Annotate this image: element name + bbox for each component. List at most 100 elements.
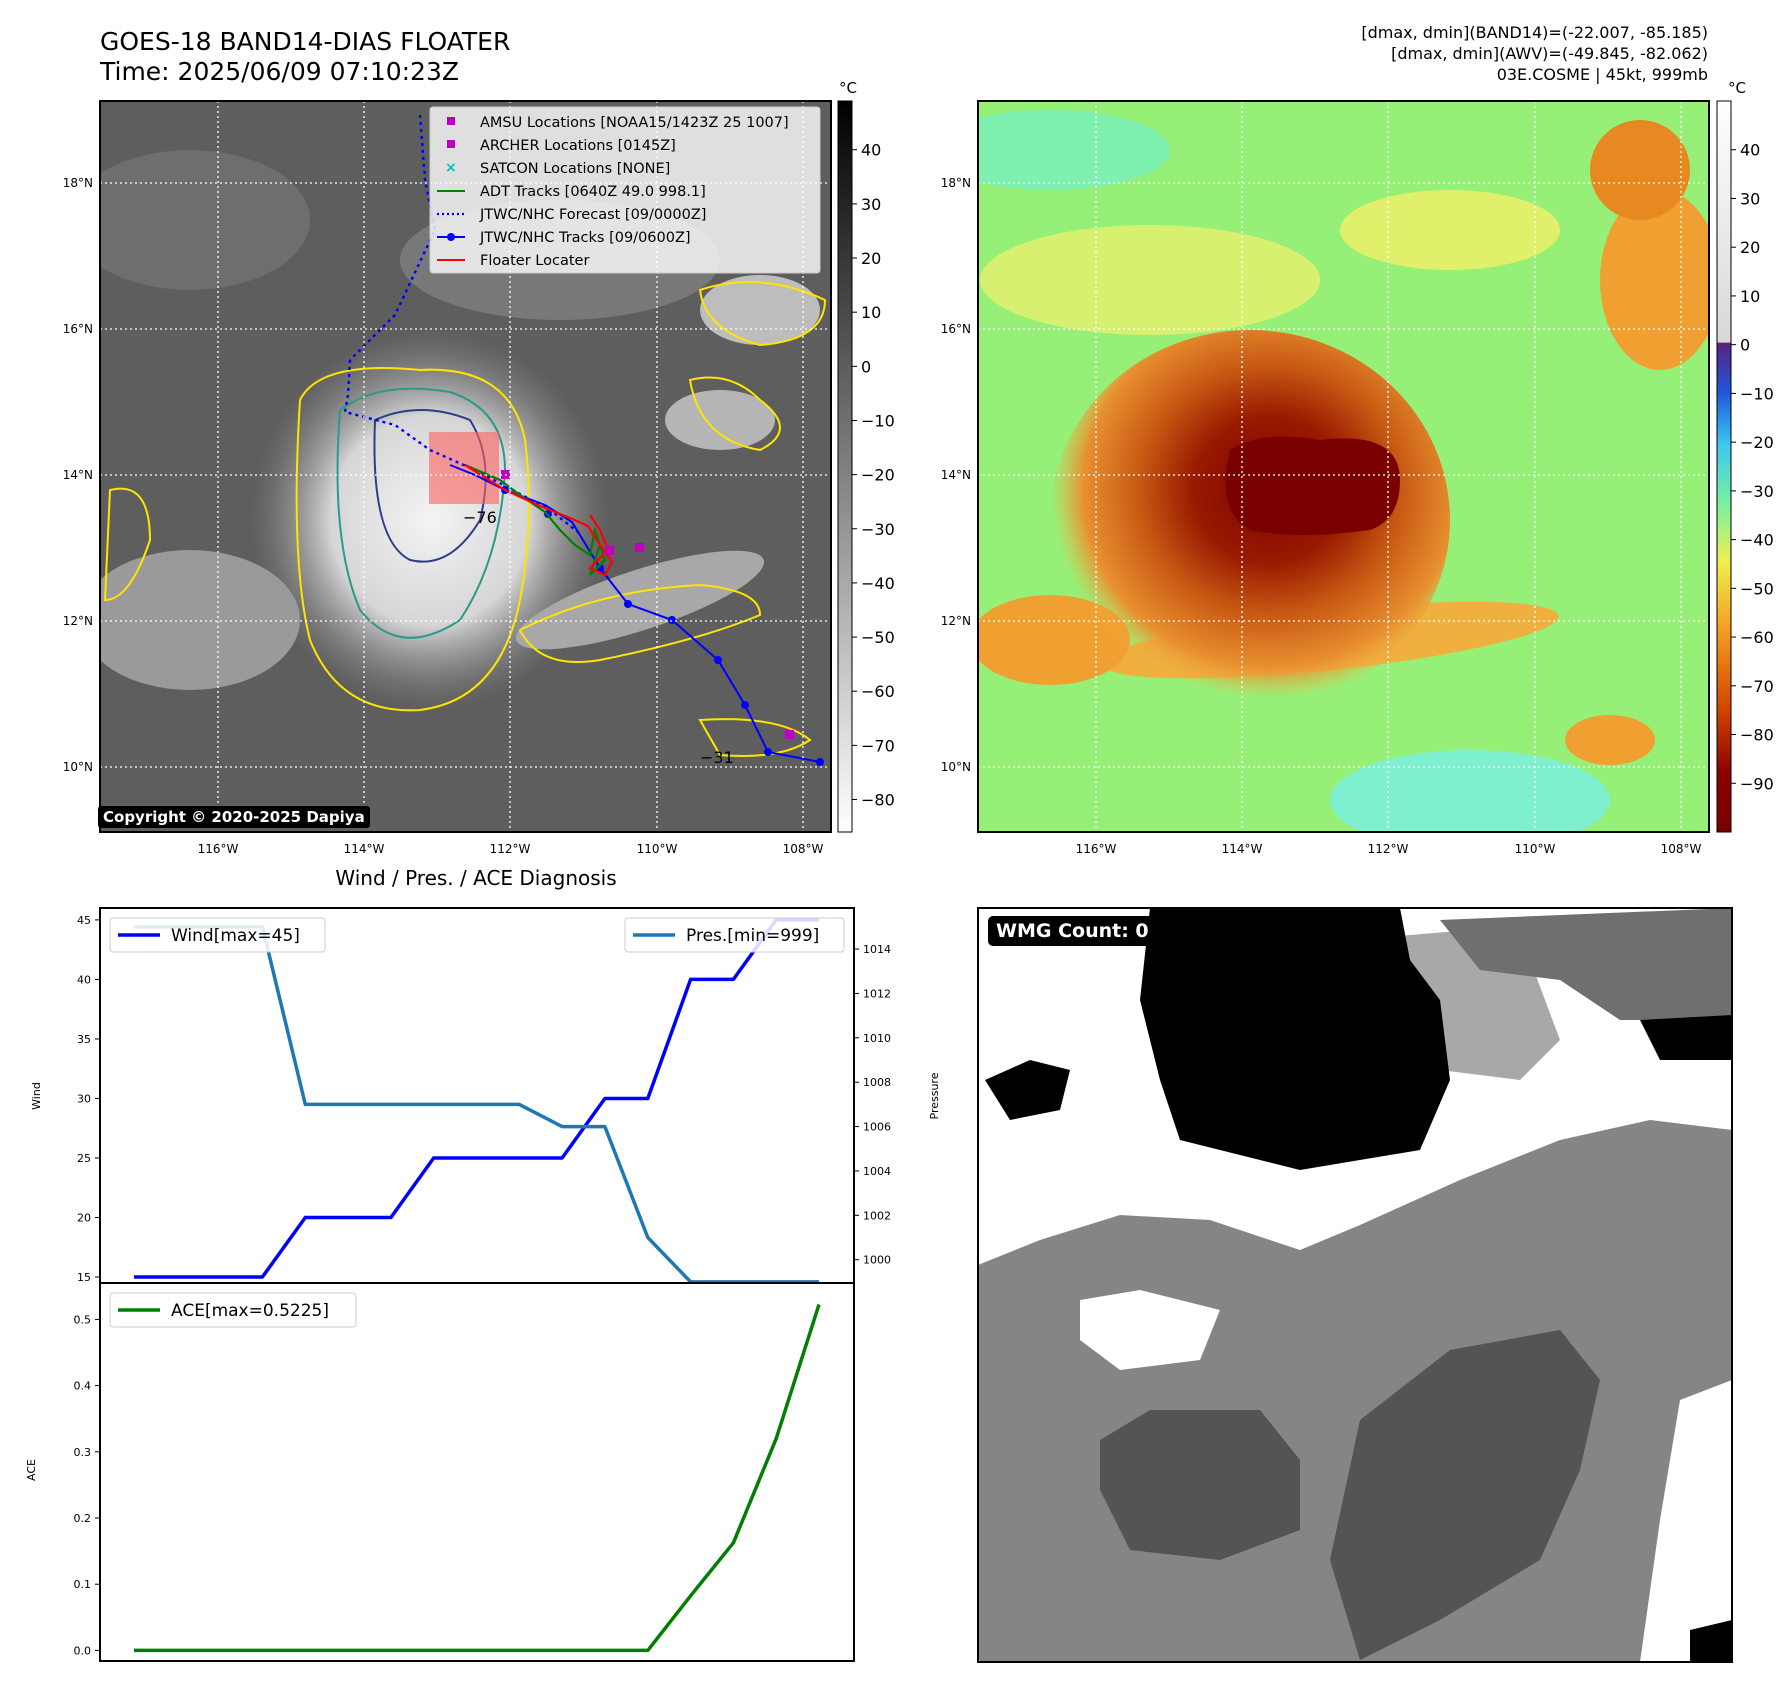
colorbar-tick-label: 0: [861, 357, 871, 376]
wind-legend-label: Wind[max=45]: [171, 926, 300, 946]
y-tick-label: 45: [77, 914, 91, 927]
ir-cloud-patch: [665, 390, 775, 450]
contour-yellow: [103, 487, 152, 602]
y-tick-label: 30: [77, 1092, 91, 1105]
colorbar-tick-label: −10: [1740, 384, 1774, 403]
lon-label: 108°W: [783, 842, 824, 856]
forecast-track: [349, 114, 437, 361]
colorbar-tick-label: −70: [1740, 677, 1774, 696]
y2-tick-label: 1002: [863, 1209, 891, 1222]
wind-chart-frame: [99, 907, 855, 1284]
ace-legend-label: ACE[max=0.5225]: [171, 1301, 329, 1321]
ir-map-frame: [99, 100, 832, 833]
contour-yellow: [698, 281, 827, 347]
awv-map-panel: 18°N 16°N 14°N 12°N 10°N 116°W 114°W 112…: [941, 100, 1710, 856]
awv-warm-region: [1600, 190, 1709, 370]
archer-legend-icon: [447, 140, 455, 148]
colorbar-tick-label: −20: [1740, 433, 1774, 452]
contour-teal: [336, 387, 507, 639]
pressure-legend: Pres.[min=999]: [624, 917, 845, 953]
awv-dry-band: [1340, 190, 1560, 270]
colorbar-tick-label: −90: [1740, 774, 1774, 793]
colorbar-tick-label: 0: [1740, 336, 1750, 355]
awv-moist-patch: [1330, 750, 1610, 832]
y-tick-label: 0.0: [74, 1644, 92, 1657]
info-dmax-awv: [dmax, dmin](AWV)=(-49.845, -82.062): [1391, 44, 1708, 63]
y-tick-label: 0.2: [74, 1512, 92, 1525]
ir-cloud-patch: [700, 275, 820, 345]
wmg-black-region: [1690, 1620, 1732, 1662]
lon-label: 114°W: [1222, 842, 1263, 856]
awv-colorbar-ticks: 40 30 20 10 0 −10 −20 −30 −40 −50 −60 −70 −80 −90: [1731, 141, 1774, 793]
wmg-darkgray-region: [1100, 1410, 1300, 1560]
amsu-marker: [785, 730, 794, 739]
adt-track: [464, 463, 607, 576]
awv-colorbar: °C 40 30 20 10 0 −10 −20 −30 −40 −50 −60 −70 −80 −90: [1716, 79, 1774, 833]
y2-tick-label: 1014: [863, 943, 891, 956]
contour-yellow: [518, 583, 762, 663]
y-tick-label: 20: [77, 1212, 91, 1225]
y-tick-label: 35: [77, 1033, 91, 1046]
colorbar-tick-label: −50: [1740, 579, 1774, 598]
info-dmax-band14: [dmax, dmin](BAND14)=(-22.007, -85.185): [1361, 23, 1708, 42]
lon-label: 110°W: [637, 842, 678, 856]
wmg-darkgray-region: [1330, 1330, 1600, 1660]
y-tick-label: 0.5: [74, 1313, 92, 1326]
wind-axis-ticks: 45 40 35 30 25 20 15: [77, 914, 100, 1284]
awv-rainband: [1565, 715, 1655, 765]
lon-label: 116°W: [1076, 842, 1117, 856]
pressure-axis-label: Pressure: [928, 1072, 941, 1119]
wmg-white-region: [1080, 1290, 1220, 1370]
lon-label: 114°W: [344, 842, 385, 856]
map-lat-labels-right: 18°N 16°N 14°N 12°N 10°N: [941, 176, 971, 774]
lat-label: 14°N: [63, 468, 93, 482]
colorbar-tick-label: −40: [1740, 531, 1774, 550]
colorbar-tick-label: −80: [1740, 726, 1774, 745]
colorbar-tick-label: −10: [861, 411, 895, 430]
map-lon-labels-right: 116°W 114°W 112°W 110°W 108°W: [1076, 842, 1702, 856]
amsu-marker: [605, 546, 614, 555]
y2-tick-label: 1006: [863, 1121, 891, 1134]
awv-colorbar-unit: °C: [1728, 79, 1746, 97]
map-lon-labels-left: 116°W 114°W 112°W 110°W 108°W: [198, 842, 824, 856]
pressure-legend-box: [624, 917, 845, 953]
floater-box: [429, 432, 499, 504]
legend-entry: JTWC/NHC Forecast [09/0000Z]: [479, 207, 706, 223]
y2-tick-label: 1010: [863, 1032, 891, 1045]
colorbar-tick-label: −30: [1740, 482, 1774, 501]
wmg-darkgray-region: [1440, 908, 1732, 1020]
lat-label: 16°N: [941, 322, 971, 336]
ace-line: [134, 1303, 821, 1653]
lon-label: 116°W: [198, 842, 239, 856]
legend-entry: ARCHER Locations [0145Z]: [480, 138, 676, 154]
lat-label: 10°N: [941, 760, 971, 774]
series-line-0: [134, 1303, 821, 1653]
colorbar-tick-label: 10: [861, 303, 881, 322]
lat-label: 12°N: [941, 614, 971, 628]
lat-label: 18°N: [941, 176, 971, 190]
legend-entry: JTWC/NHC Tracks [09/0600Z]: [479, 230, 691, 246]
legend-entry: SATCON Locations [NONE]: [480, 161, 670, 177]
ace-axis-label: ACE: [25, 1459, 38, 1481]
ir-cloud-patch: [100, 150, 310, 290]
colorbar-tick-label: −50: [861, 628, 895, 647]
ir-rainband: [516, 550, 764, 650]
lon-label: 108°W: [1661, 842, 1702, 856]
y2-tick-label: 1000: [863, 1254, 891, 1267]
ace-chart-frame: [99, 1282, 855, 1662]
series-line-0: [134, 918, 819, 1279]
lat-label: 14°N: [941, 468, 971, 482]
colorbar-tick-label: 10: [1740, 287, 1760, 306]
wmg-panel: [977, 907, 1733, 1663]
wmg-count-badge: WMG Count: 0: [988, 916, 1157, 946]
figure-title: GOES-18 BAND14-DIAS FLOATER: [100, 27, 510, 56]
wind-pressure-lines: [134, 918, 819, 1284]
awv-moist-patch: [978, 110, 1170, 190]
colorbar-tick-label: −60: [1740, 628, 1774, 647]
y2-tick-label: 1004: [863, 1165, 891, 1178]
ir-colorbar-ticks: 40 30 20 10 0 −10 −20 −30 −40 −50 −60 −70 −80: [852, 141, 895, 810]
lon-label: 112°W: [1368, 842, 1409, 856]
legend-entry: ADT Tracks [0640Z 49.0 998.1]: [480, 184, 706, 200]
colorbar-tick-label: −60: [861, 682, 895, 701]
